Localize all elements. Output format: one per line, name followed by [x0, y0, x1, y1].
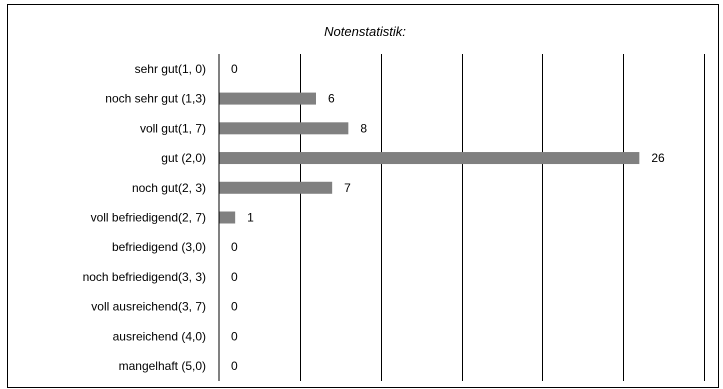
bars: [219, 92, 640, 224]
category-label: gut (2,0): [161, 151, 206, 165]
data-labels: 0 6 8 26 7 1 0 0 0 0 0: [231, 62, 665, 373]
category-label: sehr gut(1, 0): [135, 62, 206, 76]
data-label: 0: [231, 240, 238, 254]
grid-lines: [300, 54, 705, 381]
bar: [219, 122, 349, 135]
data-label: 0: [231, 300, 238, 314]
category-label: befriedigend (3,0): [112, 240, 206, 254]
chart-frame: [7, 4, 719, 388]
category-label: noch gut(2, 3): [132, 181, 206, 195]
bar: [219, 92, 316, 105]
data-label: 8: [360, 121, 367, 135]
data-label: 0: [231, 270, 238, 284]
category-labels: sehr gut(1, 0) noch sehr gut (1,3) voll gu…: [83, 62, 206, 373]
bar: [219, 181, 333, 194]
chart-title: Notenstatistik:: [324, 24, 406, 39]
category-label: noch befriedigend(3, 3): [83, 270, 206, 284]
data-label: 6: [328, 92, 335, 106]
data-label: 0: [231, 359, 238, 373]
category-label: noch sehr gut (1,3): [105, 92, 206, 106]
data-label: 0: [231, 62, 238, 76]
category-label: mangelhaft (5,0): [119, 359, 206, 373]
bar: [219, 152, 640, 165]
data-label: 26: [651, 151, 665, 165]
category-label: voll ausreichend(3, 7): [91, 300, 206, 314]
bar: [219, 211, 236, 224]
category-label: voll gut(1, 7): [140, 121, 206, 135]
category-label: ausreichend (4,0): [113, 329, 206, 343]
data-label: 1: [247, 211, 254, 225]
data-label: 0: [231, 329, 238, 343]
category-label: voll befriedigend(2, 7): [91, 211, 206, 225]
data-label: 7: [344, 181, 351, 195]
